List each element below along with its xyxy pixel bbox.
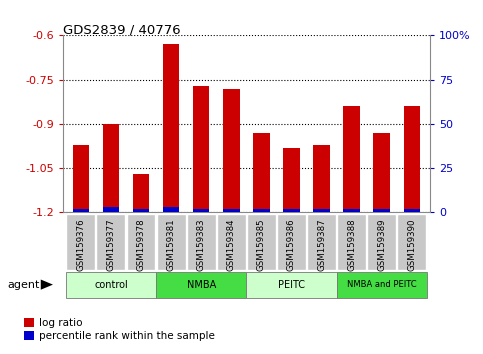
FancyBboxPatch shape	[247, 213, 276, 270]
Polygon shape	[41, 280, 53, 290]
Text: GSM159384: GSM159384	[227, 218, 236, 271]
FancyBboxPatch shape	[277, 213, 306, 270]
FancyBboxPatch shape	[307, 213, 336, 270]
Text: GSM159387: GSM159387	[317, 218, 326, 271]
Bar	[223, 88, 240, 212]
Text: GSM159388: GSM159388	[347, 218, 356, 271]
Bar	[133, 209, 149, 212]
Text: GDS2839 / 40776: GDS2839 / 40776	[63, 23, 181, 36]
FancyBboxPatch shape	[337, 213, 366, 270]
Text: GSM159378: GSM159378	[137, 218, 145, 271]
FancyBboxPatch shape	[156, 213, 185, 270]
FancyBboxPatch shape	[97, 213, 126, 270]
Bar	[343, 106, 360, 212]
Text: GSM159385: GSM159385	[257, 218, 266, 271]
FancyBboxPatch shape	[156, 272, 246, 298]
FancyBboxPatch shape	[217, 213, 246, 270]
Bar	[103, 124, 119, 212]
Bar	[253, 209, 270, 212]
Bar	[72, 144, 89, 212]
Bar	[133, 174, 149, 212]
Bar	[313, 144, 330, 212]
FancyBboxPatch shape	[187, 213, 215, 270]
Text: NMBA: NMBA	[186, 280, 216, 290]
Bar	[313, 209, 330, 212]
Bar	[373, 133, 390, 212]
Bar	[373, 209, 390, 212]
Bar	[163, 44, 179, 212]
Bar	[403, 106, 420, 212]
FancyBboxPatch shape	[398, 213, 426, 270]
Bar	[103, 207, 119, 212]
FancyBboxPatch shape	[246, 272, 337, 298]
Bar	[253, 133, 270, 212]
Text: GSM159390: GSM159390	[407, 218, 416, 271]
FancyBboxPatch shape	[66, 213, 95, 270]
Text: agent: agent	[7, 280, 40, 290]
Text: control: control	[94, 280, 128, 290]
Bar	[163, 207, 179, 212]
FancyBboxPatch shape	[367, 213, 396, 270]
Bar	[223, 209, 240, 212]
Text: GSM159383: GSM159383	[197, 218, 206, 271]
Bar	[193, 86, 210, 212]
Bar	[193, 209, 210, 212]
Bar	[403, 209, 420, 212]
Bar	[283, 148, 300, 212]
FancyBboxPatch shape	[66, 272, 156, 298]
Text: GSM159377: GSM159377	[106, 218, 115, 271]
Text: PEITC: PEITC	[278, 280, 305, 290]
Bar	[72, 209, 89, 212]
Text: GSM159376: GSM159376	[76, 218, 85, 271]
FancyBboxPatch shape	[337, 272, 427, 298]
Text: GSM159381: GSM159381	[167, 218, 176, 271]
Legend: log ratio, percentile rank within the sample: log ratio, percentile rank within the sa…	[20, 314, 220, 345]
Text: GSM159389: GSM159389	[377, 218, 386, 271]
Bar	[283, 209, 300, 212]
Bar	[343, 209, 360, 212]
Text: GSM159386: GSM159386	[287, 218, 296, 271]
FancyBboxPatch shape	[127, 213, 156, 270]
Text: NMBA and PEITC: NMBA and PEITC	[347, 280, 416, 290]
